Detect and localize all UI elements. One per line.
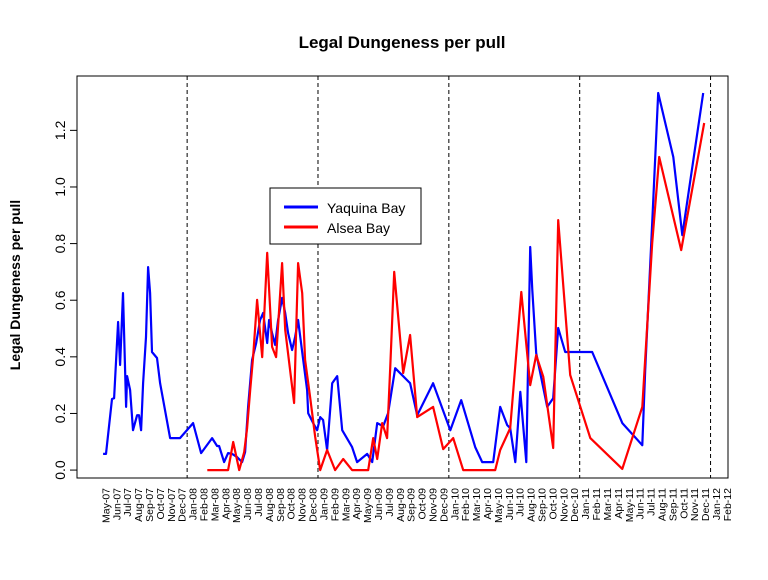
x-tick-label: Sep-11 — [667, 488, 679, 521]
legend-box — [269, 187, 422, 245]
x-tick-label: Jul-07 — [122, 488, 134, 517]
x-tick-label: May-07 — [100, 488, 112, 523]
series-line-alsea-bay — [207, 122, 706, 472]
x-tick-label: Apr-10 — [482, 488, 494, 520]
x-tick-label: Jul-08 — [253, 488, 265, 517]
x-tick-label: Nov-07 — [166, 488, 178, 522]
x-tick-label: Dec-10 — [569, 488, 581, 522]
x-tick-label: Jan-10 — [449, 488, 461, 520]
x-tick-label: Jun-10 — [504, 488, 516, 520]
x-tick-label: Mar-09 — [340, 488, 352, 521]
legend-label-alsea: Alsea Bay — [327, 220, 390, 236]
x-tick-label: Dec-09 — [438, 488, 450, 522]
x-tick-label: May-09 — [362, 488, 374, 523]
x-tick-label: Nov-09 — [427, 488, 439, 522]
x-tick-label: Dec-11 — [700, 488, 712, 521]
x-tick-label: Jun-08 — [242, 488, 254, 520]
x-tick-label: Nov-11 — [689, 488, 701, 521]
x-tick-label: Oct-08 — [286, 488, 298, 520]
x-tick-label: Dec-07 — [177, 488, 189, 522]
x-tick-label: Feb-10 — [460, 488, 472, 521]
series-line-yaquina-bay — [103, 91, 705, 464]
x-tick-label: Feb-08 — [198, 488, 210, 521]
x-tick-label: Oct-09 — [417, 488, 429, 520]
x-tick-label: Jul-11 — [646, 488, 658, 516]
y-tick-label: 0.8 — [52, 234, 68, 254]
y-tick-label: 0.2 — [52, 404, 68, 424]
x-tick-label: Apr-11 — [613, 488, 625, 519]
y-tick-label: 0.6 — [52, 290, 68, 310]
y-tick-label: 1.0 — [52, 177, 68, 197]
x-tick-label: May-11 — [624, 488, 636, 522]
x-tick-label: Aug-09 — [395, 488, 407, 522]
x-tick-label: May-10 — [493, 488, 505, 523]
x-tick-label: Aug-11 — [656, 488, 668, 521]
x-tick-label: Sep-07 — [144, 488, 156, 522]
x-tick-label: Jan-08 — [188, 488, 200, 520]
x-tick-label: Oct-11 — [678, 488, 690, 519]
x-tick-label: Mar-08 — [209, 488, 221, 521]
x-tick-label: Aug-07 — [133, 488, 145, 522]
x-tick-label: Oct-10 — [547, 488, 559, 520]
y-tick-label: 0.0 — [52, 460, 68, 480]
x-tick-label: Jul-10 — [515, 488, 527, 517]
x-tick-label: Jul-09 — [384, 488, 396, 517]
x-tick-label: Feb-11 — [591, 488, 603, 521]
x-tick-label: Apr-09 — [351, 488, 363, 520]
x-tick-label: Feb-12 — [722, 488, 734, 521]
x-tick-label: Aug-10 — [526, 488, 538, 522]
x-tick-label: May-08 — [231, 488, 243, 523]
x-tick-label: Sep-10 — [537, 488, 549, 522]
x-tick-label: Sep-08 — [275, 488, 287, 522]
x-tick-label: Jun-09 — [373, 488, 385, 520]
plot-frame — [76, 75, 729, 479]
x-tick-label: Jun-07 — [111, 488, 123, 520]
y-axis-label: Legal Dungeness per pull — [7, 200, 23, 370]
x-tick-label: Feb-09 — [329, 488, 341, 521]
x-tick-label: Jan-12 — [711, 488, 723, 520]
x-tick-label: Jun-11 — [635, 488, 647, 519]
x-tick-label: Apr-08 — [220, 488, 232, 520]
y-tick-label: 1.2 — [52, 120, 68, 140]
x-tick-label: Nov-08 — [297, 488, 309, 522]
x-tick-label: Aug-08 — [264, 488, 276, 522]
x-tick-label: Jan-09 — [318, 488, 330, 520]
y-tick-label: 0.4 — [52, 347, 68, 367]
x-tick-label: Sep-09 — [406, 488, 418, 522]
chart-title: Legal Dungeness per pull — [299, 33, 506, 52]
x-tick-label: Mar-10 — [471, 488, 483, 521]
x-tick-label: Nov-10 — [558, 488, 570, 522]
x-tick-label: Dec-08 — [308, 488, 320, 522]
legend: Yaquina Bay Alsea Bay — [269, 187, 422, 245]
x-tick-label: Jan-11 — [580, 488, 592, 519]
legend-label-yaquina: Yaquina Bay — [327, 200, 405, 216]
x-tick-label: Mar-11 — [602, 488, 614, 521]
x-tick-label: Oct-07 — [155, 488, 167, 520]
